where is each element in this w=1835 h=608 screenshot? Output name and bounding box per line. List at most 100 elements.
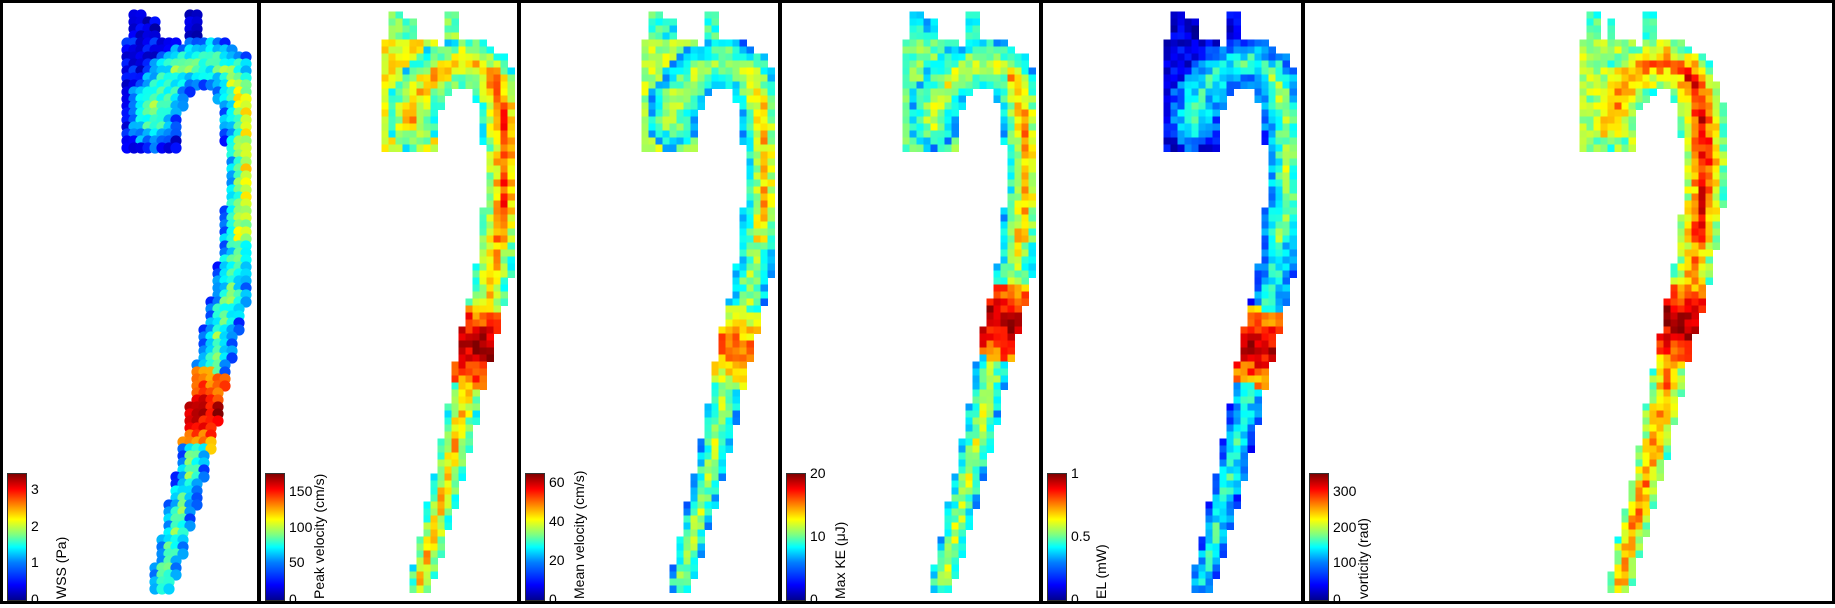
voxel-peak-velocity (458, 53, 466, 61)
voxel-max-ke (1028, 235, 1036, 243)
voxel-vorticity (1705, 151, 1713, 159)
voxel-mean-velocity (718, 46, 726, 54)
voxel-peak-velocity (444, 67, 452, 75)
voxel-peak-velocity (500, 284, 508, 292)
voxel-mean-velocity (648, 46, 656, 54)
voxel-vorticity (1642, 67, 1650, 75)
voxel-vorticity (1656, 459, 1664, 467)
voxel-mean-velocity (697, 508, 705, 516)
voxel-peak-velocity (479, 88, 487, 96)
voxel-el (1282, 263, 1290, 271)
voxel-peak-velocity (409, 32, 417, 40)
voxel-mean-velocity (732, 270, 740, 278)
voxel-peak-velocity (458, 340, 466, 348)
voxel-el (1205, 550, 1213, 558)
voxel-mean-velocity (655, 53, 663, 61)
voxel-mean-velocity (662, 67, 670, 75)
voxel-mean-velocity (739, 95, 747, 103)
voxel-peak-velocity (416, 88, 424, 96)
voxel-max-ke (1007, 53, 1015, 61)
voxel-mean-velocity (655, 88, 663, 96)
colorbar-vorticity (1309, 473, 1329, 601)
voxel-max-ke (1007, 326, 1015, 334)
voxel-el (1219, 102, 1227, 110)
voxel-el (1282, 81, 1290, 89)
voxel-mean-velocity (767, 130, 775, 138)
voxel-max-ke (1007, 158, 1015, 166)
voxel-peak-velocity (500, 193, 508, 201)
voxel-peak-velocity (507, 256, 515, 264)
voxel-el (1219, 543, 1227, 551)
voxel-mean-velocity (711, 410, 719, 418)
voxel-el (1268, 270, 1276, 278)
voxel-max-ke (902, 60, 910, 68)
voxel-el (1198, 74, 1206, 82)
voxel-mean-velocity (697, 515, 705, 523)
voxel-el (1268, 137, 1276, 145)
voxel-peak-velocity (493, 81, 501, 89)
voxel-peak-velocity (507, 242, 515, 250)
voxel-max-ke (958, 53, 966, 61)
voxel-peak-velocity (402, 137, 410, 145)
voxel-peak-velocity (486, 228, 494, 236)
voxel-peak-velocity (416, 60, 424, 68)
voxel-max-ke (951, 130, 959, 138)
voxel-mean-velocity (732, 389, 740, 397)
voxel-max-ke (930, 130, 938, 138)
voxel-el (1205, 543, 1213, 551)
voxel-el (1240, 53, 1248, 61)
voxel-mean-velocity (669, 571, 677, 579)
voxel-vorticity (1649, 74, 1657, 82)
voxel-vorticity (1586, 95, 1594, 103)
voxel-vorticity (1649, 466, 1657, 474)
voxel-mean-velocity (753, 144, 761, 152)
voxel-el (1275, 151, 1283, 159)
voxel-el (1240, 438, 1248, 446)
voxel-peak-velocity (486, 172, 494, 180)
voxel-el (1282, 165, 1290, 173)
colorbar-label: Max KE (μJ) (832, 521, 848, 599)
voxel-vorticity (1600, 46, 1608, 54)
voxel-peak-velocity (423, 123, 431, 131)
voxel-peak-velocity (479, 116, 487, 124)
voxel-vorticity (1698, 137, 1706, 145)
voxel-peak-velocity (416, 543, 424, 551)
voxel-mean-velocity (697, 550, 705, 558)
voxel-el (1226, 508, 1234, 516)
voxel-max-ke (1007, 88, 1015, 96)
voxel-max-ke (916, 109, 924, 117)
voxel-max-ke (972, 417, 980, 425)
voxel-max-ke (1028, 179, 1036, 187)
voxel-max-ke (944, 543, 952, 551)
voxel-mean-velocity (655, 11, 663, 19)
voxel-mean-velocity (711, 39, 719, 47)
voxel-vorticity (1719, 130, 1727, 138)
voxel-max-ke (1021, 60, 1029, 68)
voxel-vorticity (1698, 102, 1706, 110)
voxel-el (1233, 424, 1241, 432)
voxel-max-ke (1028, 109, 1036, 117)
voxel-peak-velocity (465, 389, 473, 397)
voxel-vorticity (1649, 431, 1657, 439)
voxel-mean-velocity (746, 249, 754, 257)
voxel-max-ke (1000, 74, 1008, 82)
voxel-el (1240, 431, 1248, 439)
voxel-el (1219, 452, 1227, 460)
voxel-mean-velocity (746, 109, 754, 117)
voxel-max-ke (972, 375, 980, 383)
voxel-max-ke (972, 46, 980, 54)
voxel-mean-velocity (753, 249, 761, 257)
voxel-peak-velocity (444, 494, 452, 502)
voxel-mean-velocity (732, 382, 740, 390)
voxel-el (1240, 403, 1248, 411)
voxel-el (1275, 158, 1283, 166)
voxel-vorticity (1705, 270, 1713, 278)
voxel-vorticity (1656, 46, 1664, 54)
voxel-mean-velocity (767, 123, 775, 131)
voxel-el (1254, 53, 1262, 61)
voxel-vorticity (1691, 277, 1699, 285)
voxel-el (1261, 270, 1269, 278)
voxel-el (1247, 375, 1255, 383)
voxel-peak-velocity (395, 11, 403, 19)
voxel-el (1205, 571, 1213, 579)
